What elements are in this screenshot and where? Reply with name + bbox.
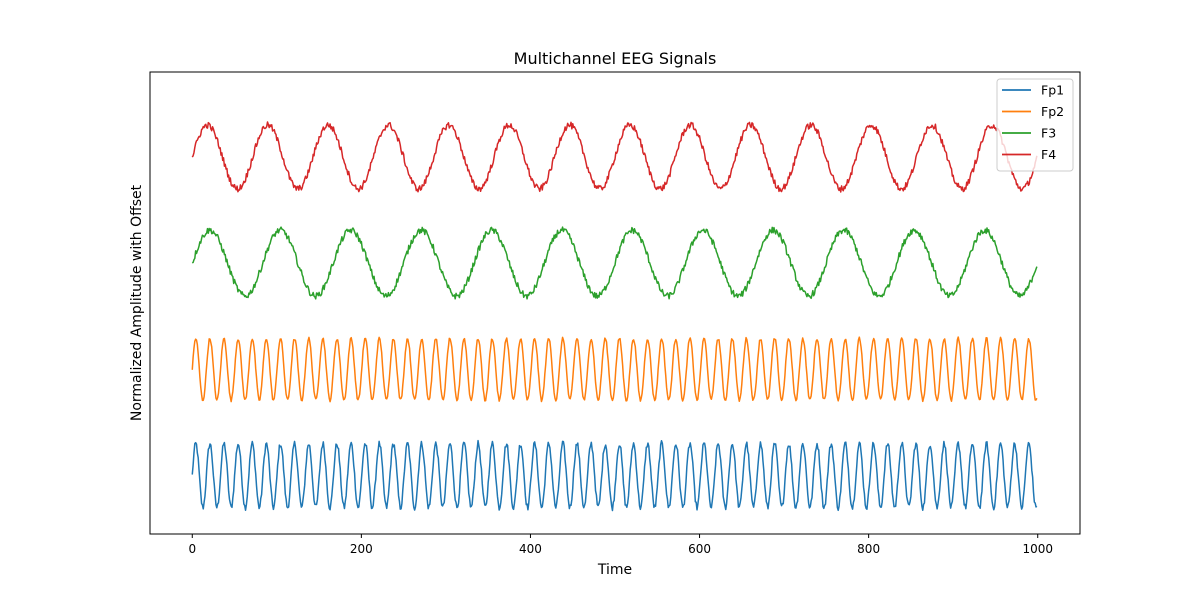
series-line-fp2 [191, 336, 1038, 403]
legend-label-f3: F3 [1041, 126, 1056, 141]
plot-frame [149, 71, 1081, 535]
series-layer [191, 121, 1038, 512]
x-tick-label: 200 [350, 542, 373, 556]
legend-box [996, 78, 1074, 172]
x-tick-label: 600 [688, 542, 711, 556]
x-axis-label: Time [597, 562, 632, 578]
legend-label-f4: F4 [1041, 147, 1056, 162]
chart-title: Multichannel EEG Signals [514, 49, 717, 68]
series-line-fp1 [191, 439, 1038, 512]
legend-label-fp1: Fp1 [1041, 83, 1064, 98]
x-tick-label: 800 [857, 542, 880, 556]
legend-label-fp2: Fp2 [1041, 104, 1064, 119]
series-line-f3 [191, 226, 1038, 300]
x-tick-label: 0 [188, 542, 196, 556]
y-axis-label: Normalized Amplitude with Offset [129, 184, 145, 421]
x-tick-label: 400 [519, 542, 542, 556]
x-axis-ticks: 0 200 400 600 800 1000 [188, 534, 1053, 556]
x-tick-label: 1000 [1022, 542, 1053, 556]
legend: Fp1 Fp2 F3 F4 [996, 78, 1074, 172]
series-line-f4 [191, 121, 1038, 193]
